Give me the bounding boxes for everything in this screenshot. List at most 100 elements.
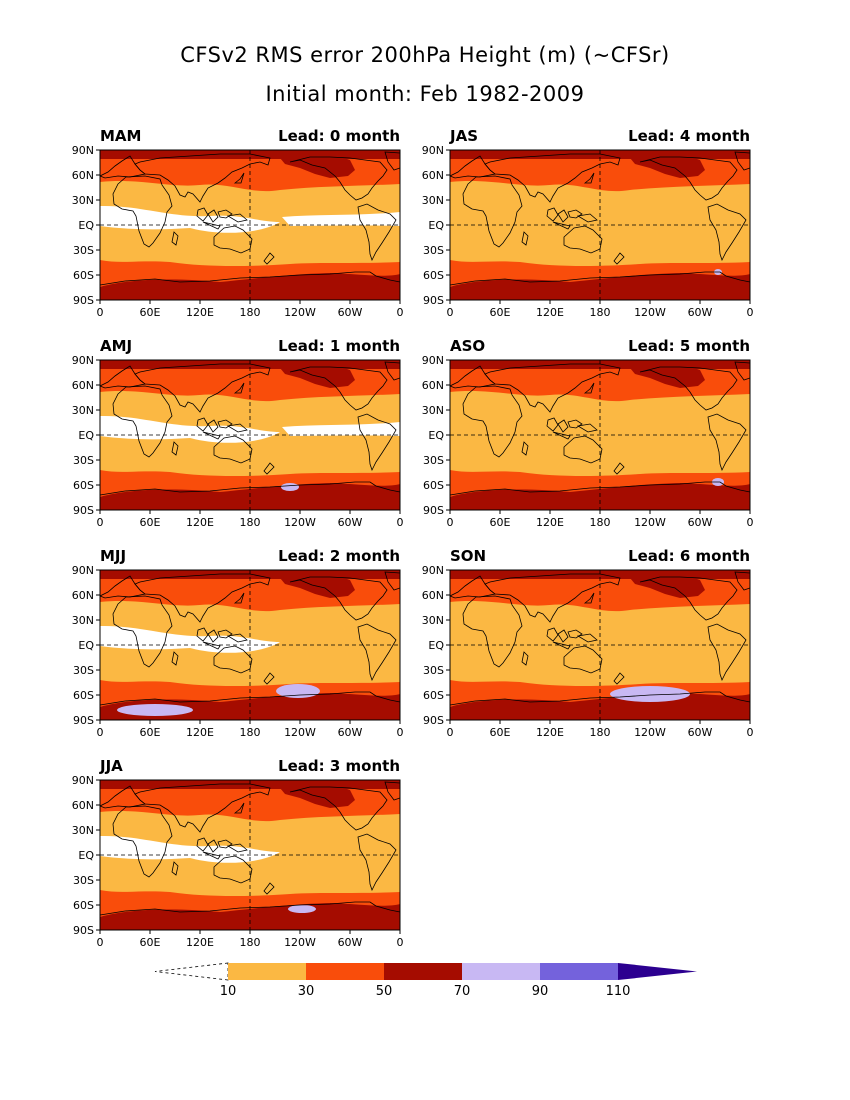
lon-tick-label: 60E	[140, 726, 161, 739]
lat-tick-label: 60S	[73, 269, 94, 282]
lat-tick-label: EQ	[78, 849, 94, 862]
lat-tick-label: EQ	[78, 429, 94, 442]
lat-tick-label: 60N	[422, 169, 444, 182]
lat-tick-label: 90N	[422, 564, 444, 577]
lon-tick-label: 180	[240, 306, 261, 319]
lat-tick-label: 90S	[73, 294, 94, 307]
panel-lead: Lead: 2 month	[278, 547, 400, 565]
lon-tick-label: 0	[97, 936, 104, 949]
lon-tick-label: 120W	[284, 516, 316, 529]
lat-tick-label: EQ	[78, 219, 94, 232]
lon-tick-label: 120W	[284, 306, 316, 319]
lat-tick-label: 90N	[72, 774, 94, 787]
lon-tick-label: 180	[590, 516, 611, 529]
panel-season: JJA	[99, 757, 123, 775]
lon-tick-label: 0	[447, 516, 454, 529]
lat-tick-label: 60S	[73, 899, 94, 912]
panel-lead: Lead: 6 month	[628, 547, 750, 565]
lon-tick-label: 120W	[634, 306, 666, 319]
lon-tick-label: 120W	[634, 516, 666, 529]
lat-tick-label: 30S	[423, 454, 444, 467]
lat-tick-label: 90N	[72, 354, 94, 367]
lon-tick-label: 60E	[140, 306, 161, 319]
panel-lead: Lead: 0 month	[278, 127, 400, 145]
lon-tick-label: 60W	[338, 726, 363, 739]
lon-tick-label: 60E	[490, 306, 511, 319]
lat-tick-label: 90S	[73, 924, 94, 937]
lat-tick-label: 90S	[423, 294, 444, 307]
lon-tick-label: 60E	[490, 726, 511, 739]
lat-tick-label: 60S	[73, 479, 94, 492]
panel-lead: Lead: 4 month	[628, 127, 750, 145]
lon-tick-label: 60E	[140, 936, 161, 949]
lat-tick-label: 90N	[422, 144, 444, 157]
lon-tick-label: 120E	[186, 306, 214, 319]
lat-tick-label: 90N	[422, 354, 444, 367]
lon-tick-label: 120E	[186, 516, 214, 529]
lat-tick-label: 30N	[72, 614, 94, 627]
lat-tick-label: 90N	[72, 144, 94, 157]
lat-tick-label: 60S	[423, 479, 444, 492]
lat-tick-label: EQ	[428, 429, 444, 442]
lon-tick-label: 180	[590, 306, 611, 319]
lat-tick-label: 60S	[73, 689, 94, 702]
lat-tick-label: 30S	[73, 244, 94, 257]
lat-tick-label: 60N	[72, 379, 94, 392]
colorbar-over-arrow	[618, 963, 697, 980]
lon-tick-label: 0	[97, 306, 104, 319]
lon-tick-label: 0	[747, 306, 754, 319]
panel-season: SON	[450, 547, 486, 565]
panel-season: MAM	[100, 127, 141, 145]
lat-tick-label: 60S	[423, 269, 444, 282]
lon-tick-label: 0	[397, 936, 404, 949]
lon-tick-label: 0	[747, 726, 754, 739]
lat-tick-label: 30N	[422, 404, 444, 417]
lon-tick-label: 60W	[338, 516, 363, 529]
lon-tick-label: 60E	[140, 516, 161, 529]
lon-tick-label: 120E	[536, 726, 564, 739]
colorbar: 10 30 50 70 90 110	[154, 962, 697, 999]
panel-season: ASO	[450, 337, 485, 355]
lat-tick-label: 90N	[72, 564, 94, 577]
panel-lead: Lead: 3 month	[278, 757, 400, 775]
lon-tick-label: 0	[97, 726, 104, 739]
lat-tick-label: 30S	[73, 454, 94, 467]
lon-tick-label: 120E	[186, 726, 214, 739]
colorbar-swatch	[228, 963, 306, 980]
colorbar-swatch	[384, 963, 462, 980]
lon-tick-label: 120W	[284, 726, 316, 739]
lon-tick-label: 120W	[284, 936, 316, 949]
lon-tick-label: 180	[240, 516, 261, 529]
lat-tick-label: EQ	[428, 219, 444, 232]
colorbar-label: 10	[220, 984, 237, 999]
colorbar-swatch	[540, 963, 618, 980]
lat-tick-label: 30S	[423, 244, 444, 257]
panel-season: AMJ	[100, 337, 132, 355]
panel-season: MJJ	[100, 547, 126, 565]
lon-tick-label: 0	[397, 726, 404, 739]
lon-tick-label: 0	[747, 516, 754, 529]
lat-tick-label: EQ	[78, 639, 94, 652]
figure-subtitle: Initial month: Feb 1982-2009	[265, 82, 584, 106]
colorbar-label: 30	[298, 984, 315, 999]
lon-tick-label: 120E	[536, 516, 564, 529]
lat-tick-label: 30N	[72, 824, 94, 837]
lat-tick-label: 60N	[422, 379, 444, 392]
lat-tick-label: 90S	[73, 504, 94, 517]
lat-tick-label: 60S	[423, 689, 444, 702]
lat-tick-label: 90S	[423, 714, 444, 727]
lat-tick-label: 30S	[73, 664, 94, 677]
lat-tick-label: 60N	[72, 589, 94, 602]
lat-tick-label: 90S	[73, 714, 94, 727]
lat-tick-label: EQ	[428, 639, 444, 652]
panel-lead: Lead: 5 month	[628, 337, 750, 355]
lat-tick-label: 30S	[423, 664, 444, 677]
